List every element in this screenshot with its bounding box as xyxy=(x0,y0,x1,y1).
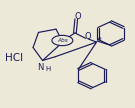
Text: H: H xyxy=(97,37,101,42)
Text: O: O xyxy=(85,32,92,41)
Ellipse shape xyxy=(52,35,73,46)
Text: N: N xyxy=(37,63,44,72)
Text: H: H xyxy=(45,66,50,72)
Text: O: O xyxy=(74,12,81,21)
Text: Abs: Abs xyxy=(57,38,68,43)
Text: HCl: HCl xyxy=(5,53,23,63)
